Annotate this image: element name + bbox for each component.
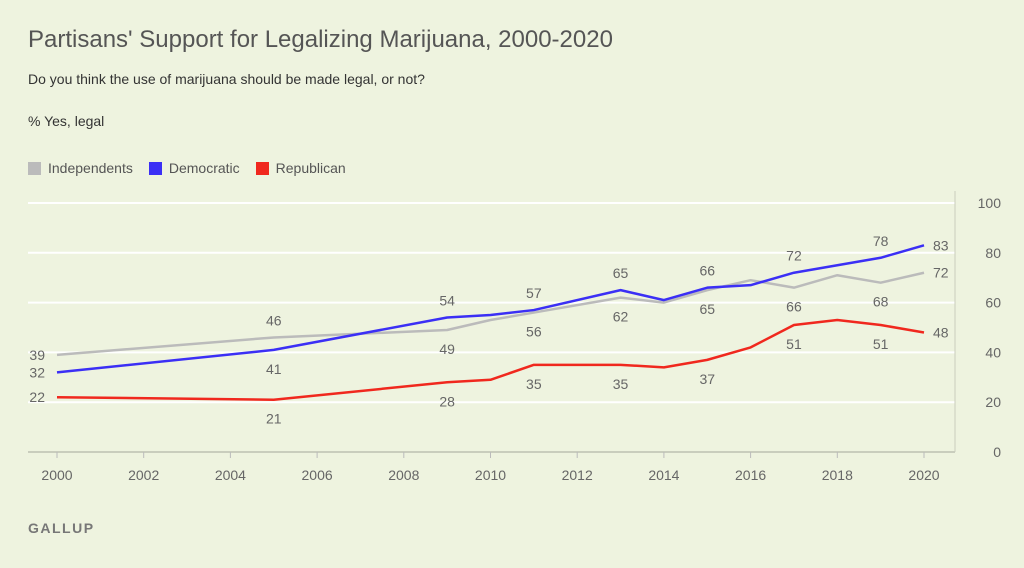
legend-item-republican: Republican [255, 160, 346, 176]
legend-item-democratic: Democratic [148, 160, 240, 176]
x-tick-label: 2012 [562, 467, 593, 483]
x-tick-label: 2014 [648, 467, 679, 483]
data-label: 68 [873, 294, 889, 310]
legend-swatch [255, 161, 269, 175]
legend-swatch [28, 161, 41, 175]
data-label: 41 [266, 361, 282, 377]
data-label: 32 [29, 364, 45, 380]
x-tick-label: 2008 [388, 467, 419, 483]
x-tick-label: 2002 [128, 467, 159, 483]
gallup-logo: GALLUP [28, 520, 95, 536]
x-tick-label: 2016 [735, 467, 766, 483]
data-label: 37 [699, 371, 715, 387]
data-label: 66 [699, 263, 715, 279]
data-label: 83 [933, 237, 949, 253]
data-label: 21 [266, 411, 282, 427]
data-label: 65 [613, 265, 629, 281]
data-label: 54 [439, 293, 455, 309]
data-label: 72 [933, 265, 949, 281]
series-line-democratic [56, 244, 925, 374]
y-tick-label: 100 [978, 195, 1002, 211]
data-label: 72 [786, 248, 802, 264]
x-tick-label: 2006 [302, 467, 333, 483]
legend-label: Republican [275, 160, 346, 176]
series-line-independents [56, 271, 925, 357]
data-label: 62 [613, 309, 629, 325]
data-label: 78 [873, 233, 889, 249]
x-tick-label: 2018 [822, 467, 853, 483]
data-label: 46 [266, 312, 282, 328]
x-tick-label: 2000 [41, 467, 72, 483]
data-label: 56 [526, 324, 542, 340]
x-tick-label: 2020 [908, 467, 939, 483]
chart-subtitle: Do you think the use of marijuana should… [28, 71, 425, 87]
data-label: 66 [786, 299, 802, 315]
data-label: 65 [699, 301, 715, 317]
legend-item-independents: Independents [28, 160, 133, 176]
data-label: 48 [933, 324, 949, 340]
data-label: 35 [613, 376, 629, 392]
data-label: 51 [786, 336, 802, 352]
x-tick-label: 2004 [215, 467, 246, 483]
legend: Independents Democratic Republican [28, 160, 346, 176]
data-label: 35 [526, 376, 542, 392]
series-line-republican [56, 318, 925, 401]
data-label: 51 [873, 336, 889, 352]
y-tick-label: 0 [993, 444, 1001, 460]
unit-label: % Yes, legal [28, 113, 105, 129]
legend-label: Democratic [168, 160, 240, 176]
data-label: 28 [439, 393, 455, 409]
y-tick-label: 20 [985, 394, 1001, 410]
data-label: 22 [29, 389, 45, 405]
legend-label: Independents [48, 160, 133, 176]
chart-title: Partisans' Support for Legalizing Mariju… [28, 26, 613, 53]
data-label: 57 [526, 285, 542, 301]
y-tick-label: 80 [985, 245, 1001, 261]
legend-swatch [148, 161, 162, 175]
y-tick-label: 60 [985, 295, 1001, 311]
data-label: 49 [439, 341, 455, 357]
y-tick-label: 40 [985, 344, 1001, 360]
x-tick-label: 2010 [475, 467, 506, 483]
data-label: 39 [29, 347, 45, 363]
